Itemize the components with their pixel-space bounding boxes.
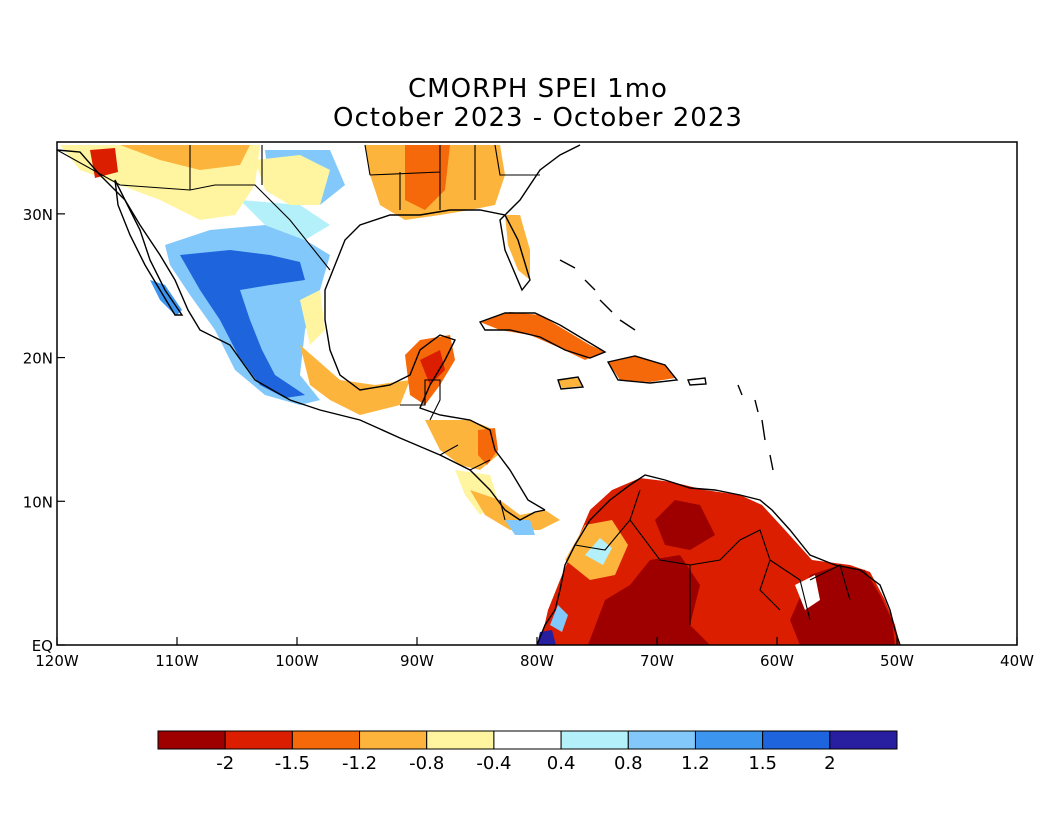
x-tick-label: 90W [400, 652, 434, 670]
cuba-dry [480, 312, 605, 360]
puerto-rico-outline [687, 377, 707, 386]
x-tick-label: 80W [520, 652, 554, 670]
hispaniola-outline [606, 355, 679, 384]
x-tick-label: 110W [155, 652, 199, 670]
x-tick-label: 50W [880, 652, 914, 670]
colorbar-swatch [493, 730, 562, 750]
yucatan-core [420, 350, 445, 385]
y-tick-label: 10N [23, 493, 53, 511]
x-tick-label: 60W [760, 652, 794, 670]
y-tick-label: 30N [23, 206, 53, 224]
x-tick-label: 120W [35, 652, 79, 670]
political-borders [57, 144, 851, 625]
colorbar-label: -1.2 [342, 753, 377, 774]
us-states [189, 144, 540, 210]
hispaniola-dry [608, 356, 675, 382]
colorbar-label: -2 [216, 753, 234, 774]
baja-coast [114, 179, 184, 316]
colorbar-label: -0.8 [409, 753, 444, 774]
colorbar-swatch [359, 730, 428, 750]
colorbar-swatch [829, 730, 898, 750]
colorbar-label: 1.5 [748, 753, 777, 774]
x-tick-label: 70W [640, 652, 674, 670]
lesser-antilles [737, 384, 774, 471]
texas-pale [255, 155, 330, 205]
southern-mexico-light-dry [300, 290, 325, 345]
bahamas [559, 259, 636, 331]
colorbar-label: 2 [824, 753, 835, 774]
gulf-coast-mexico-dry [300, 345, 410, 415]
y-tick-label: 20N [23, 350, 53, 368]
colorbar-swatch [426, 730, 495, 750]
y-tick-label: EQ [32, 637, 53, 655]
sw-us-moderate-dry [120, 145, 250, 170]
southeast-us-core [405, 145, 450, 210]
colorbar-label: -1.5 [275, 753, 310, 774]
colorbar-swatch [560, 730, 629, 750]
map-subtitle: October 2023 - October 2023 [333, 103, 743, 133]
colorbar-swatch [694, 730, 764, 750]
colorbar-swatch [762, 730, 831, 750]
panama-wet [505, 520, 535, 535]
x-axis: 120W 110W 100W 90W 80W 70W 60W 50W 40W [35, 637, 1034, 670]
colorbar-swatch [627, 730, 696, 750]
colorbar-swatch [224, 730, 293, 750]
colorbar-swatch [291, 730, 361, 750]
colorbar-label: 1.2 [681, 753, 710, 774]
colorbar-label: 0.4 [547, 753, 576, 774]
sa-extreme-core [588, 555, 710, 645]
gulf-coast [324, 144, 581, 511]
north-america-coast [57, 149, 546, 521]
south-america-borders [574, 489, 851, 625]
sa-wet-coast [550, 605, 568, 632]
cuba-outline [478, 312, 607, 359]
colorbar-label: 0.8 [614, 753, 643, 774]
jamaica-outline [557, 376, 585, 390]
sa-wet-spot [585, 538, 612, 565]
colorbar-label: -0.4 [476, 753, 511, 774]
y-axis: EQ 10N 20N 30N [23, 206, 65, 655]
jamaica-dry [558, 378, 582, 388]
us-mexico-border [57, 149, 331, 271]
colorbar: -2 -1.5 -1.2 -0.8 -0.4 0.4 0.8 1.2 1.5 2 [157, 730, 898, 774]
mexico-very-wet [180, 250, 305, 398]
sa-extreme-north [655, 500, 715, 550]
colorbar-swatch [157, 730, 226, 750]
baja-wet [150, 280, 182, 316]
honduras-dry [478, 428, 498, 465]
costa-rica-dry [470, 490, 560, 530]
florida-dry [505, 215, 530, 280]
south-america-coast [536, 474, 901, 645]
guatemala-border [400, 379, 441, 421]
map-title: CMORPH SPEI 1mo [408, 74, 668, 104]
mexico-north-pale [240, 200, 330, 240]
x-tick-label: 40W [1000, 652, 1034, 670]
coastlines [57, 144, 901, 645]
spei-shading [60, 145, 900, 645]
central-america-borders [439, 444, 506, 521]
x-tick-label: 100W [275, 652, 319, 670]
